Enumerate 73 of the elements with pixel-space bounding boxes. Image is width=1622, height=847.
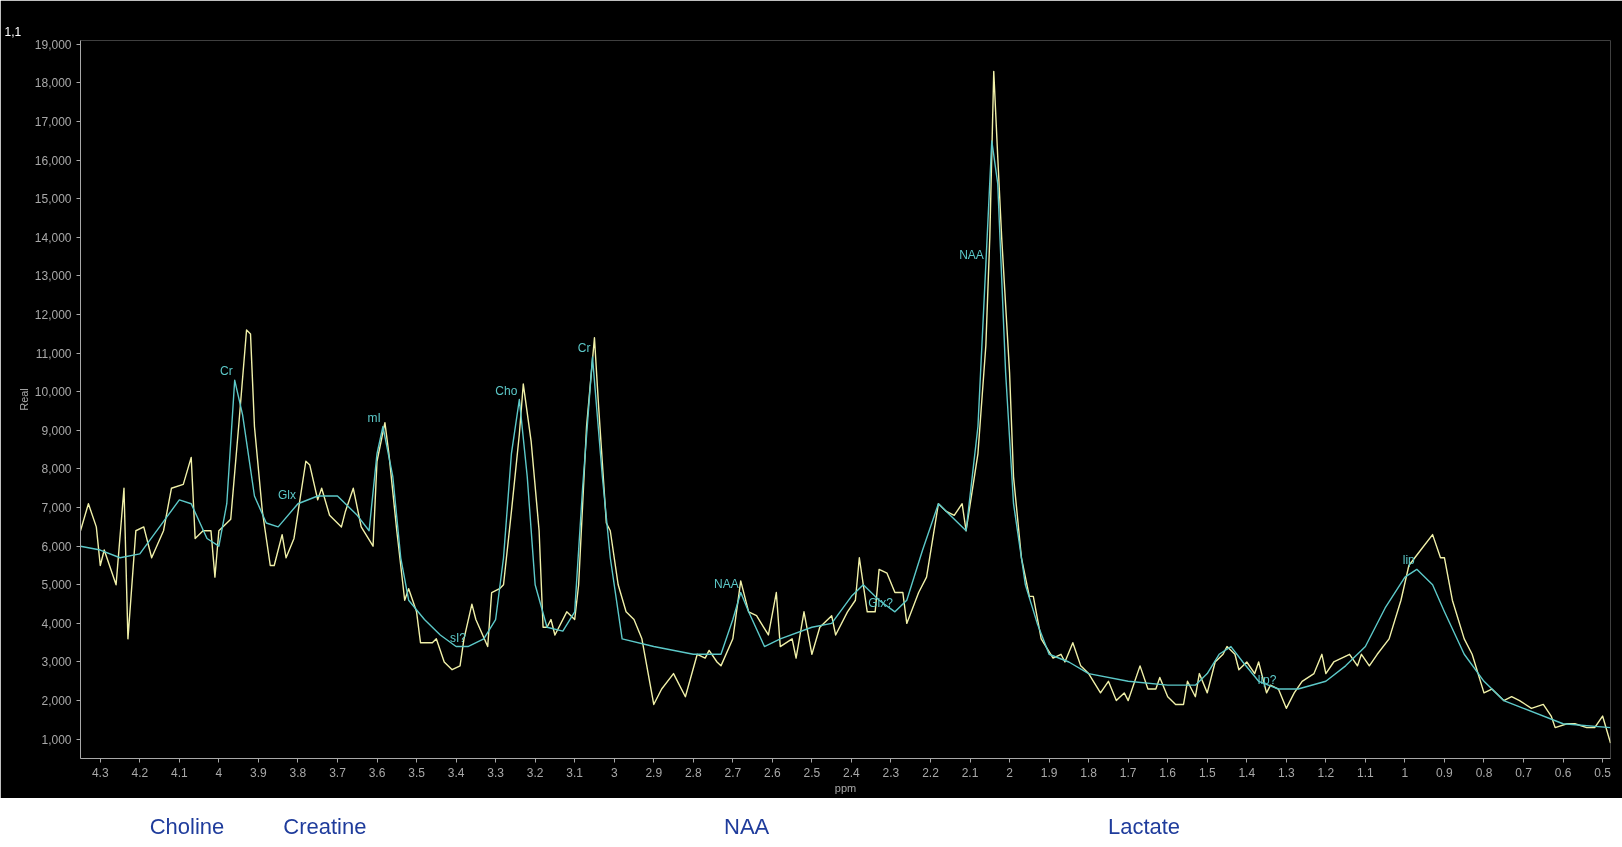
annotation: NAA [959,248,984,263]
annotation: Cr [577,341,591,356]
y-tick-label: 17,000 [34,115,72,130]
x-tick-label: 3.6 [368,765,386,780]
y-tick-label: 19,000 [34,37,72,52]
x-tick-label: 2.5 [803,765,821,780]
x-tick-label: 1.6 [1159,765,1177,780]
annotation: mI [367,410,381,425]
x-tick-label: 2.8 [684,765,702,780]
x-tick-label: 2.7 [724,765,742,780]
x-tick-label: 1.7 [1119,765,1137,780]
y-tick-label: 6,000 [41,539,72,554]
y-tick-label: 10,000 [34,385,72,400]
x-tick-label: 3.2 [526,765,544,780]
x-tick-label: 4.3 [91,765,109,780]
text: 1,1 [4,24,22,39]
y-tick-label: 2,000 [41,694,72,709]
y-tick-label: 11,000 [35,346,72,361]
text: Choline [149,814,225,839]
y-tick-label: 12,000 [34,308,72,323]
x-tick-label: 0.6 [1554,765,1572,780]
annotation: Glx [277,487,296,502]
x-tick-label: 1.9 [1040,765,1058,780]
y-tick-label: 16,000 [34,153,72,168]
x-tick-label: 1.3 [1277,765,1295,780]
x-tick-label: 4.1 [171,765,188,780]
x-tick-label: 4 [215,765,223,780]
x-tick-label: 2.3 [882,765,900,780]
x-tick-label: 2 [1006,765,1014,780]
y-tick-label: 3,000 [41,655,72,670]
y-tick-label: 4,000 [41,616,72,631]
x-tick-label: 0.9 [1436,765,1454,780]
x-tick-label: 0.8 [1475,765,1493,780]
x-tick-label: 3.4 [447,765,465,780]
y-axis-title: Real [17,388,30,411]
x-axis-title: ppm [834,781,857,794]
y-tick-label: 18,000 [34,76,72,91]
x-tick-label: 1 [1401,765,1409,780]
y-tick-label: 15,000 [34,192,72,207]
x-tick-label: 2.6 [764,765,782,780]
annotation: Cr [220,364,233,379]
x-tick-label: 2.2 [922,765,940,780]
annotation: Cho [495,383,518,398]
x-tick-label: 3.8 [289,765,307,780]
y-tick-label: 8,000 [41,462,72,477]
x-tick-label: 3.7 [329,765,347,780]
x-tick-label: 0.7 [1515,765,1533,780]
y-tick-label: 14,000 [34,230,72,245]
y-tick-label: 1,000 [41,732,72,747]
x-tick-label: 2.9 [645,765,663,780]
x-tick-label: 4.2 [131,765,149,780]
x-tick-label: 2.1 [961,765,979,780]
x-tick-label: 1.8 [1080,765,1098,780]
annotation: lip [1402,553,1416,568]
x-tick-label: 1.2 [1317,765,1335,780]
text: NAA [724,814,770,839]
x-tick-label: 3.1 [566,765,584,780]
x-tick-label: 0.5 [1594,765,1612,780]
x-tick-label: 1.1 [1357,765,1375,780]
x-tick-label: 3.9 [250,765,268,780]
text: Lactate [1107,814,1181,839]
y-tick-label: 13,000 [34,269,72,284]
y-tick-label: 9,000 [41,423,72,438]
annotation: NAA [714,576,739,591]
x-tick-label: 3.3 [487,765,505,780]
text: Creatine [283,814,367,839]
y-tick-label: 5,000 [41,578,72,593]
x-tick-label: 1.5 [1198,765,1216,780]
x-tick-label: 1.4 [1238,765,1256,780]
x-tick-label: 3 [610,765,618,780]
y-tick-label: 7,000 [41,501,72,516]
x-tick-label: 2.4 [843,765,861,780]
x-tick-label: 3.5 [408,765,426,780]
